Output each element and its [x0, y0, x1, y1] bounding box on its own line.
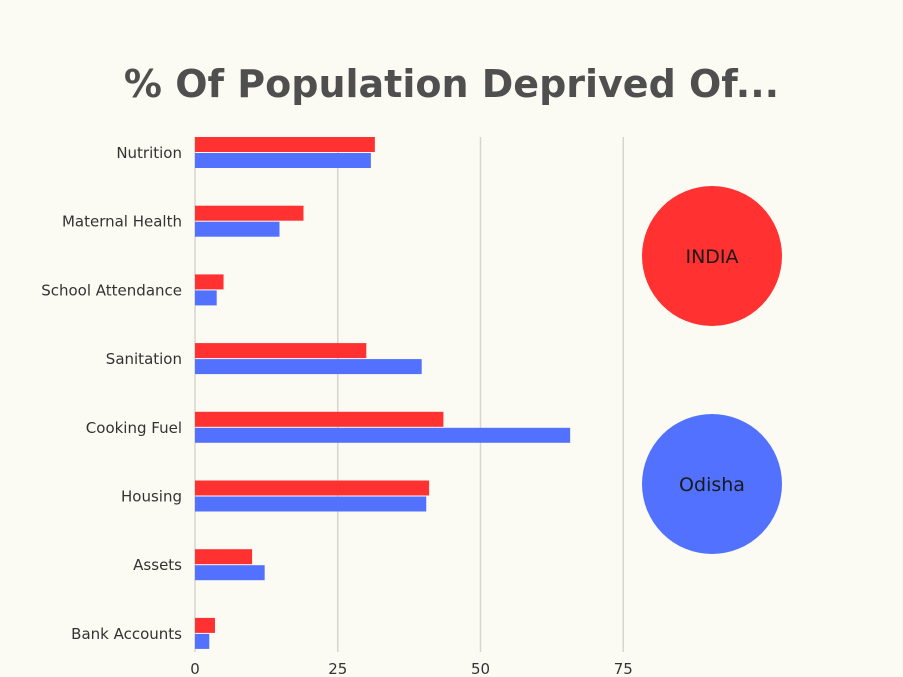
x-tick-label: 75 [614, 660, 633, 677]
bar-odisha [195, 633, 210, 649]
bar-odisha [195, 290, 217, 306]
category-label: Housing [121, 488, 182, 506]
bar-odisha [195, 221, 280, 237]
legend-marker-india [642, 186, 782, 326]
legend-label: Odisha [679, 474, 745, 496]
bar-india [195, 411, 444, 427]
category-label: Cooking Fuel [86, 419, 182, 437]
bar-odisha [195, 153, 371, 168]
category-labels: Nutrition Maternal Health School Attendanc… [41, 144, 182, 643]
bar-india [195, 549, 253, 565]
bar-odisha [195, 427, 571, 443]
chart-title: % Of Population Deprived Of... [123, 62, 780, 106]
x-tick-label: 50 [471, 660, 490, 677]
category-label: School Attendance [41, 281, 182, 299]
category-label: Assets [133, 556, 182, 574]
x-tick-label: 0 [190, 660, 200, 677]
category-label: Maternal Health [62, 213, 182, 231]
bar-india [195, 343, 367, 359]
bar-india [195, 205, 304, 221]
x-axis-ticks: 0 25 50 75 [190, 660, 633, 677]
category-label: Nutrition [116, 144, 182, 162]
x-tick-label: 25 [328, 660, 347, 677]
legend-marker-odisha [642, 414, 782, 554]
category-label: Bank Accounts [71, 625, 182, 643]
legend: INDIA Odisha [642, 186, 782, 554]
bar-odisha [195, 565, 265, 581]
bar-india [195, 137, 375, 152]
legend-label: INDIA [685, 246, 738, 268]
category-label: Sanitation [106, 350, 182, 368]
bar-india [195, 480, 430, 496]
bar-india [195, 617, 215, 633]
bar-odisha [195, 359, 422, 375]
bar-india [195, 274, 224, 290]
bar-odisha [195, 496, 427, 512]
bars [195, 137, 571, 649]
